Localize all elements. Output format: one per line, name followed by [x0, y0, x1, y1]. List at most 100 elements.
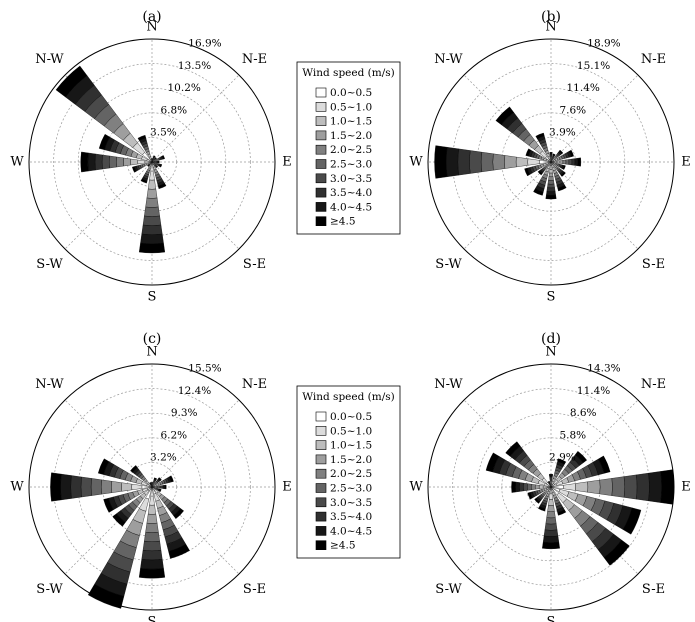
petal-segment — [140, 233, 164, 245]
legend-swatch — [315, 116, 327, 126]
compass-label-nw: N-W — [434, 52, 463, 67]
petal-segment — [515, 156, 529, 168]
petal-W — [511, 481, 552, 493]
legend-label: 3.0~3.5 — [330, 497, 372, 509]
petal-segment — [538, 485, 544, 489]
petal-NW — [130, 465, 153, 488]
petal-segment — [160, 485, 163, 489]
petal-segment — [545, 517, 557, 525]
petal-NNE — [151, 477, 158, 488]
petal-segment — [565, 159, 570, 165]
petal-segment — [445, 147, 459, 177]
petal-segment — [159, 164, 163, 168]
petal-SSW — [533, 161, 552, 196]
ring-label: 9.3% — [171, 407, 198, 419]
petal-SW — [537, 161, 552, 176]
legend-label: 3.5~4.0 — [330, 511, 372, 523]
compass-label-s: S — [148, 615, 157, 622]
petal-NW — [505, 441, 552, 488]
grid-spoke — [550, 161, 639, 250]
petal-segment — [544, 523, 558, 531]
petal-segment — [485, 452, 500, 473]
petal-segment — [147, 164, 150, 167]
legend-title: Wind speed (m/s) — [302, 391, 394, 403]
petal-segment — [547, 505, 555, 512]
legend-swatch — [315, 468, 327, 479]
ring-label: 12.4% — [178, 385, 211, 397]
petal-ENE — [151, 155, 165, 163]
grid-spoke — [463, 161, 552, 250]
grid-spoke — [550, 74, 639, 163]
petal-segment — [109, 155, 117, 169]
petal-segment — [636, 472, 650, 502]
petal-segment — [543, 529, 559, 537]
petal-segment — [94, 153, 103, 171]
petal-segment — [140, 559, 164, 570]
compass-label-ne: N-E — [242, 52, 267, 67]
compass-label-s: S — [148, 290, 157, 305]
petal-segment — [141, 224, 163, 235]
petal-NW — [55, 65, 153, 163]
outer-circle — [28, 38, 276, 286]
petal-segment — [623, 474, 638, 500]
grid-ring — [53, 63, 251, 261]
petal-segment — [511, 481, 516, 493]
legend-label: 0.0~0.5 — [330, 411, 372, 423]
petal-segment — [142, 541, 162, 552]
petal-WNW — [98, 133, 153, 163]
petal-segment — [547, 480, 550, 483]
petal-segment — [577, 157, 582, 167]
petal-segment — [542, 541, 560, 550]
compass-label-w: W — [10, 480, 24, 495]
petal-W — [50, 472, 153, 502]
petal-segment — [527, 158, 540, 166]
legend-label: 4.0~4.5 — [330, 525, 372, 537]
wind-rose-panel-a: (a) 3.5% 6.8% 10.2% 13.5% 16.9% N N-E E S-E S S-W W N… — [10, 9, 291, 305]
petal-NNW — [149, 482, 153, 488]
petal-segment — [80, 151, 89, 173]
petal-segment — [145, 197, 159, 208]
petal-segment — [603, 539, 630, 566]
petal-segment — [558, 149, 564, 155]
petal-segment — [575, 481, 589, 493]
petal-segment — [611, 476, 625, 498]
petal-SSW — [87, 486, 153, 609]
petal-SSE — [550, 161, 567, 192]
petal-segment — [130, 158, 139, 166]
petal-segment — [80, 476, 92, 498]
ring-label: 7.6% — [559, 104, 586, 116]
wind-speed-legend-top: Wind speed (m/s) 0.0~0.5 0.5~1.0 1.0~1.5 1.5… — [296, 61, 401, 235]
ring-label: 11.4% — [567, 82, 600, 94]
compass-label-ne: N-E — [641, 377, 666, 392]
petal-segment — [549, 169, 553, 174]
ring-label: 15.1% — [577, 60, 610, 72]
petal-W — [80, 151, 153, 173]
legend-swatch — [315, 202, 327, 212]
petal-segment — [568, 158, 573, 166]
compass-label-se: S-E — [642, 582, 665, 597]
petal-NNE — [550, 153, 556, 163]
petal-segment — [547, 183, 555, 189]
petal-segment — [534, 497, 541, 504]
petal-segment — [164, 484, 167, 490]
petal-S — [545, 161, 557, 200]
petal-segment — [111, 481, 123, 493]
petal-segment — [545, 194, 557, 200]
legend-label: ≥4.5 — [330, 216, 356, 228]
petal-segment — [562, 159, 567, 165]
legend-swatch — [315, 411, 327, 422]
petal-segment — [144, 206, 160, 217]
petal-segment — [123, 157, 132, 167]
wind-speed-legend-bottom: Wind speed (m/s) 0.0~0.5 0.5~1.0 1.0~1.5 1.5… — [296, 385, 401, 559]
compass-label-w: W — [409, 155, 423, 170]
ring-label: 5.8% — [559, 429, 586, 441]
petal-segment — [571, 158, 576, 166]
petal-segment — [548, 172, 554, 178]
ring-label: 15.5% — [188, 363, 221, 375]
petal-segment — [434, 145, 448, 179]
panel-label: (d) — [541, 331, 561, 347]
petal-segment — [132, 166, 137, 173]
petal-segment — [557, 458, 567, 465]
legend-swatch — [315, 173, 327, 184]
compass-label-n: N — [545, 345, 556, 360]
